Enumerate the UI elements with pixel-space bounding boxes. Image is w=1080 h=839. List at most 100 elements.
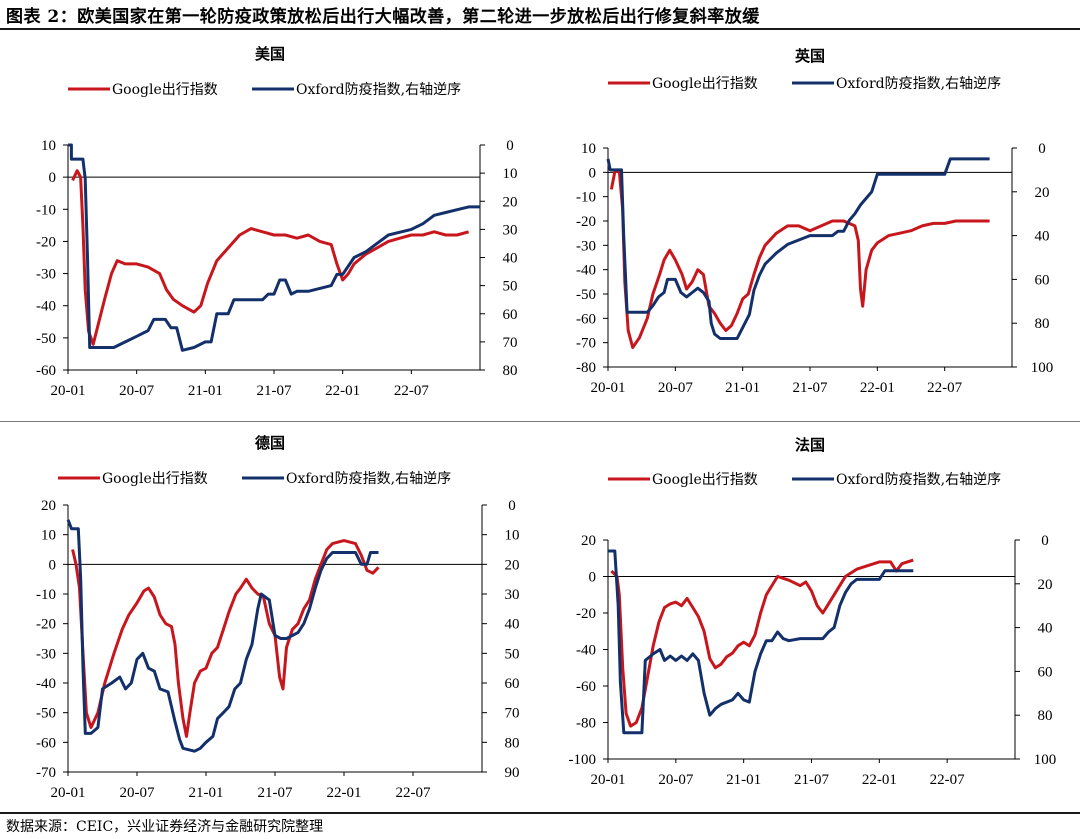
x-tick-label: 21-01 [189, 785, 224, 801]
legend-label: Oxford防疫指数,右轴逆序 [296, 82, 461, 98]
series-line-oxford [66, 519, 379, 753]
legend-label: Google出行指数 [102, 471, 208, 487]
y-left-tick-label: 20 [41, 498, 56, 514]
y-right-tick-label: 0 [1041, 533, 1049, 549]
y-right-tick-label: 60 [503, 307, 518, 323]
x-tick-label: 20-07 [658, 380, 693, 396]
y-left-tick-label: 10 [41, 138, 56, 154]
y-right-tick-label: 40 [503, 251, 518, 267]
y-right-tick-label: 10 [503, 166, 518, 182]
x-tick-label: 22-01 [862, 772, 897, 788]
x-tick-label: 21-01 [725, 380, 760, 396]
y-left-tick-label: -50 [36, 331, 56, 347]
y-left-tick-label: -70 [36, 765, 56, 781]
y-left-tick-label: 10 [41, 528, 56, 544]
series-line-oxford [68, 143, 480, 352]
x-tick-label: 21-07 [258, 785, 293, 801]
chart-title: 德国 [255, 434, 285, 452]
y-left-tick-label: -40 [576, 643, 596, 659]
y-right-tick-label: 20 [1035, 185, 1050, 201]
legend-label: Oxford防疫指数,右轴逆序 [836, 472, 1001, 488]
x-tick-label: 20-07 [119, 383, 154, 399]
x-tick-label: 20-07 [120, 785, 155, 801]
legend-label: Google出行指数 [652, 76, 758, 92]
chart-title: 英国 [795, 47, 825, 65]
y-left-tick-label: -70 [576, 336, 596, 352]
y-left-tick-label: 20 [581, 533, 596, 549]
chart-fr: 法国 Google出行指数 Oxford防疫指数,右轴逆序 20 0 -20 -40 -60 -… [569, 436, 1057, 788]
series-line-oxford [606, 157, 990, 340]
x-tick-label: 21-07 [257, 383, 292, 399]
y-right-tick-label: 10 [505, 528, 520, 544]
y-left-tick-label: -20 [576, 214, 596, 230]
y-left-tick-label: 0 [589, 570, 597, 586]
series-line-google [71, 169, 470, 346]
y-right-tick-label: 80 [1035, 316, 1050, 332]
x-tick-label: 21-01 [188, 383, 223, 399]
y-left-tick-label: -10 [36, 202, 56, 218]
title-rule [0, 28, 1080, 30]
x-tick-label: 21-01 [726, 772, 761, 788]
y-right-tick-label: 40 [1038, 621, 1053, 637]
x-tick-label: 22-01 [327, 785, 362, 801]
x-tick-label: 20-01 [51, 383, 86, 399]
y-left-tick-label: -30 [36, 267, 56, 283]
y-left-tick-label: -40 [576, 263, 596, 279]
y-left-tick-label: 10 [581, 141, 596, 157]
x-tick-label: 22-07 [930, 772, 965, 788]
y-right-tick-label: 80 [505, 735, 520, 751]
y-left-tick-label: -60 [36, 735, 56, 751]
x-tick-label: 22-07 [396, 785, 431, 801]
x-tick-label: 21-07 [794, 772, 829, 788]
y-right-tick-label: 50 [505, 646, 520, 662]
y-right-tick-label: 0 [508, 498, 516, 514]
y-left-tick-label: -20 [36, 617, 56, 633]
chart-title: 法国 [795, 436, 825, 454]
y-right-tick-label: 70 [503, 335, 518, 351]
y-left-tick-label: 0 [49, 557, 57, 573]
y-right-tick-label: 20 [505, 557, 520, 573]
y-left-tick-label: -20 [576, 606, 596, 622]
x-tick-label: 21-07 [793, 380, 828, 396]
y-left-tick-label: -40 [36, 299, 56, 315]
y-right-tick-label: 0 [506, 138, 514, 154]
y-right-tick-label: 60 [505, 676, 520, 692]
legend-label: Google出行指数 [652, 472, 758, 488]
y-right-tick-label: 0 [1038, 141, 1046, 157]
chart-group: 德国 Google出行指数 Oxford防疫指数,右轴逆序 20 10 0 -10 -20 -3… [36, 434, 520, 801]
legend-label: Oxford防疫指数,右轴逆序 [836, 76, 1001, 92]
y-left-tick-label: -50 [576, 287, 596, 303]
series-line-google [71, 539, 380, 738]
y-left-tick-label: -60 [576, 679, 596, 695]
y-left-tick-label: -10 [576, 190, 596, 206]
x-tick-label: 20-01 [51, 785, 86, 801]
chart-de: 德国 Google出行指数 Oxford防疫指数,右轴逆序 20 10 0 -10 -20 -3… [36, 434, 520, 801]
y-right-tick-label: 70 [505, 706, 520, 722]
x-tick-label: 22-07 [927, 380, 962, 396]
y-right-tick-label: 100 [1034, 752, 1057, 768]
y-right-tick-label: 40 [1035, 229, 1050, 245]
legend-label: Oxford防疫指数,右轴逆序 [286, 471, 451, 487]
chart-title: 美国 [255, 45, 285, 63]
y-right-tick-label: 20 [503, 194, 518, 210]
y-left-tick-label: -100 [569, 752, 597, 768]
bottom-rule [0, 812, 1080, 814]
y-right-tick-label: 60 [1038, 664, 1053, 680]
y-left-tick-label: -30 [36, 646, 56, 662]
y-right-tick-label: 100 [1031, 360, 1054, 376]
legend-label: Google出行指数 [112, 82, 218, 98]
series-line-oxford [608, 549, 914, 735]
chart-us: 美国 Google出行指数 Oxford防疫指数,右轴逆序 10 0 -10 -20 -30 -… [36, 45, 518, 399]
y-right-tick-label: 90 [505, 765, 520, 781]
y-right-tick-label: 60 [1035, 272, 1050, 288]
y-left-tick-label: -40 [36, 676, 56, 692]
y-right-tick-label: 30 [503, 222, 518, 238]
source-note: 数据来源：CEIC，兴业证券经济与金融研究院整理 [6, 819, 324, 835]
y-left-tick-label: -30 [576, 238, 596, 254]
chart-group: 美国 Google出行指数 Oxford防疫指数,右轴逆序 10 0 -10 -20 -30 -… [36, 45, 518, 399]
x-tick-label: 22-07 [394, 383, 429, 399]
y-right-tick-label: 80 [1038, 708, 1053, 724]
figure-title: 图表 2：欧美国家在第一轮防疫政策放松后出行大幅改善，第二轮进一步放松后出行修复… [6, 7, 760, 27]
panel-divider [0, 421, 1080, 422]
y-right-tick-label: 30 [505, 587, 520, 603]
